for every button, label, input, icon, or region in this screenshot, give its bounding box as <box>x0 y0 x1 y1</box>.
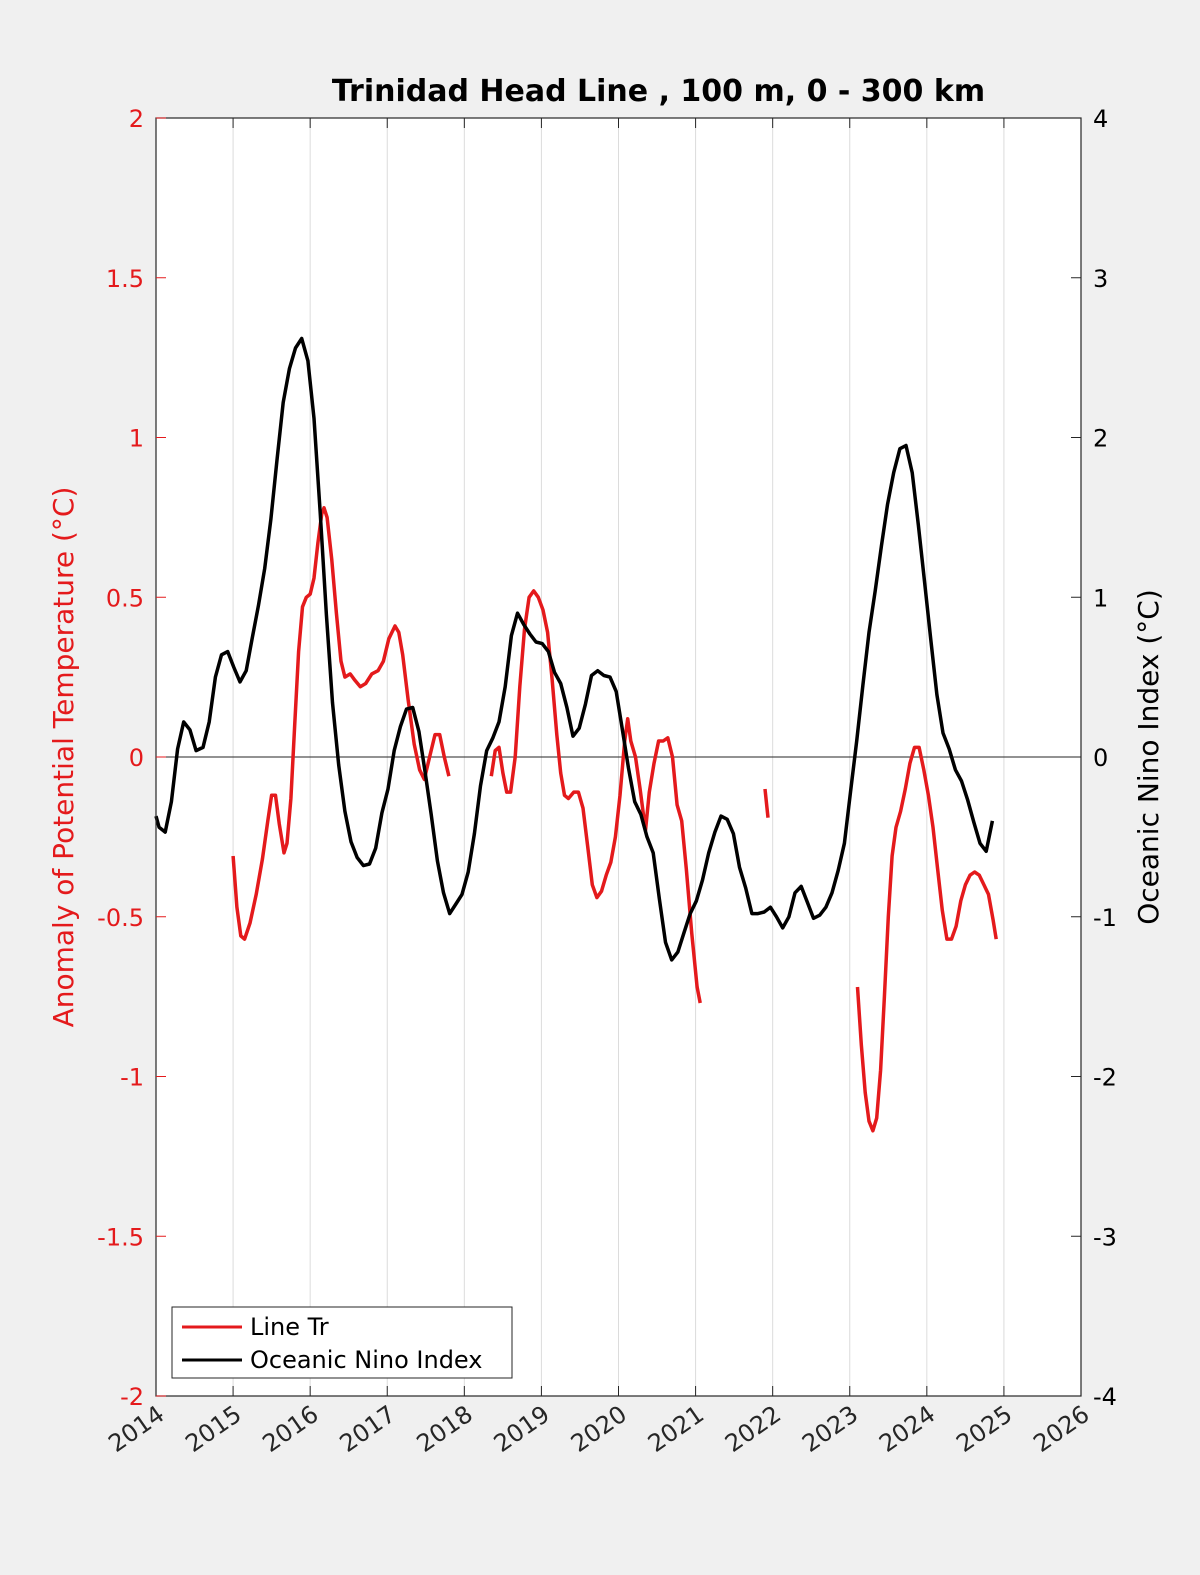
y-tick-label-right: 2 <box>1093 425 1108 453</box>
y-tick-label-left: 0.5 <box>106 584 144 612</box>
y-tick-label-left: 1.5 <box>106 265 144 293</box>
y-axis-label-right: Oceanic Nino Index (°C) <box>1132 589 1165 925</box>
y-tick-label-left: 1 <box>129 425 144 453</box>
series-layer <box>154 336 998 1133</box>
y-tick-label-left: -0.5 <box>97 904 144 932</box>
legend-label-line-tr: Line Tr <box>250 1313 329 1341</box>
chart-title: Trinidad Head Line , 100 m, 0 - 300 km <box>332 74 985 109</box>
series-oni-line <box>154 336 995 962</box>
y-tick-label-left: 2 <box>129 105 144 133</box>
y-tick-label-right: 3 <box>1093 265 1108 293</box>
series-line-tr-segment <box>489 589 702 1004</box>
y-tick-label-right: 4 <box>1093 105 1108 133</box>
y-tick-label-left: -1.5 <box>97 1223 144 1251</box>
y-axis-label-left: Anomaly of Potential Temperature (°C) <box>47 487 80 1028</box>
y-tick-label-left: -1 <box>120 1064 144 1092</box>
y-tick-label-right: -2 <box>1093 1064 1117 1092</box>
legend-label-oni: Oceanic Nino Index <box>250 1346 482 1374</box>
y-tick-label-left: -2 <box>120 1383 144 1411</box>
series-line-tr-segment <box>855 745 998 1133</box>
y-tick-label-left: 0 <box>129 744 144 772</box>
y-tick-label-right: 0 <box>1093 744 1108 772</box>
legend: Line Tr Oceanic Nino Index <box>171 1306 513 1379</box>
legend-box <box>171 1306 513 1379</box>
series-line-tr-segment <box>763 788 770 818</box>
y-tick-label-right: -3 <box>1093 1223 1117 1251</box>
y-tick-label-right: 1 <box>1093 584 1108 612</box>
y-tick-label-right: -4 <box>1093 1383 1117 1411</box>
y-tick-label-right: -1 <box>1093 904 1117 932</box>
